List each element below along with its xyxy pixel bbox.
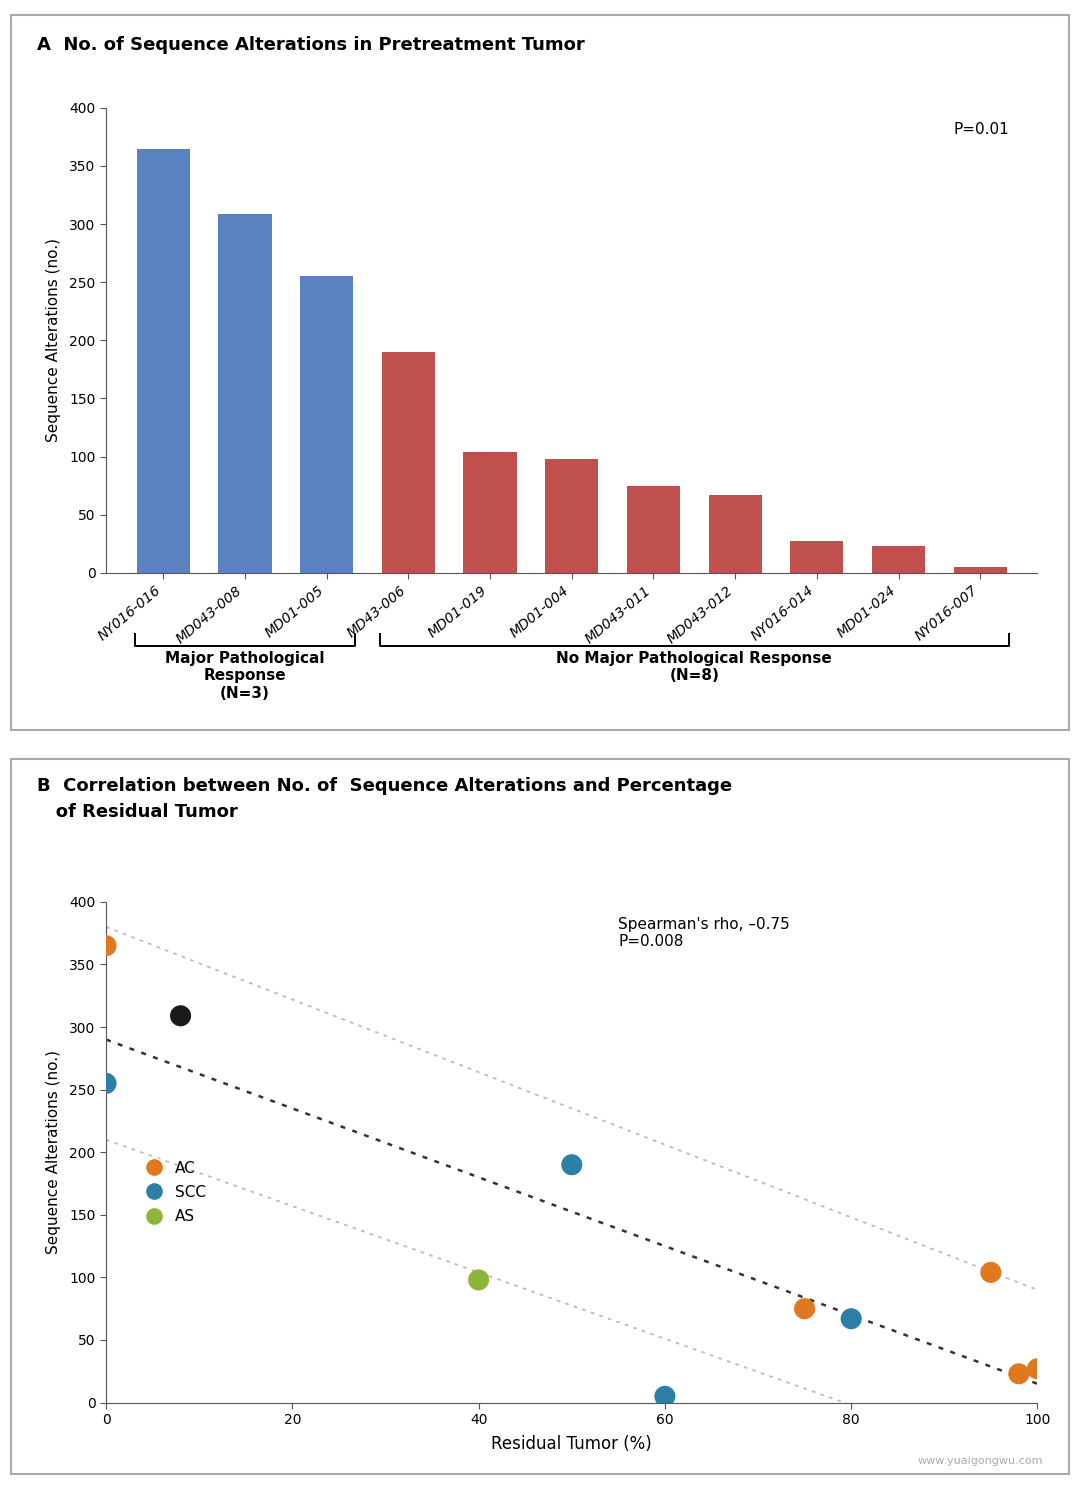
- Text: B  Correlation between No. of  Sequence Alterations and Percentage: B Correlation between No. of Sequence Al…: [37, 777, 732, 795]
- Text: A  No. of Sequence Alterations in Pretreatment Tumor: A No. of Sequence Alterations in Pretrea…: [37, 36, 585, 55]
- Text: of Residual Tumor: of Residual Tumor: [37, 803, 238, 820]
- Text: www.yuaigongwu.com: www.yuaigongwu.com: [917, 1456, 1043, 1465]
